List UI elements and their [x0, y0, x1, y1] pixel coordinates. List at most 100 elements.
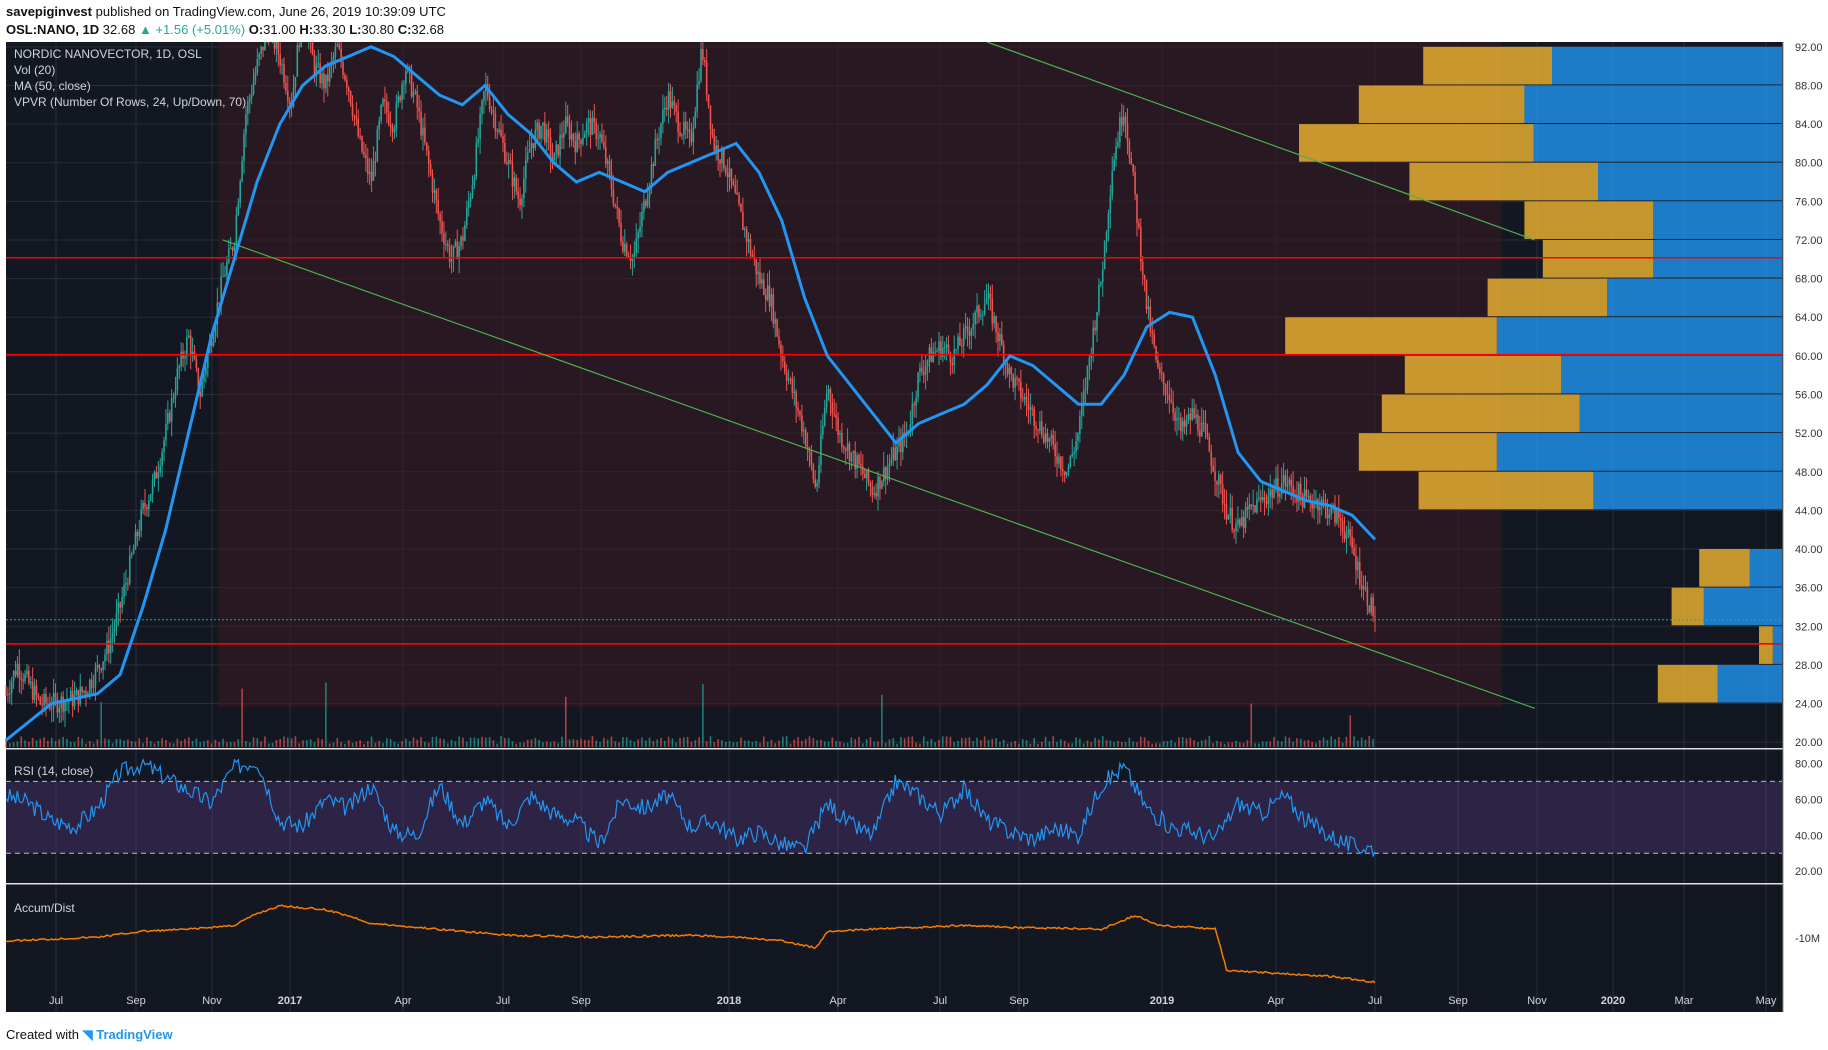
candle-body [721, 148, 723, 164]
candle-body [241, 160, 243, 182]
volume-bar [1132, 741, 1134, 747]
candle-body [989, 293, 992, 299]
author-name[interactable]: savepiginvest [6, 4, 92, 19]
candle-body [410, 70, 413, 97]
time-axis[interactable]: Jul Sep Nov 2017 Apr Jul Sep 2018 Apr Jul Sep 2019 A… [0, 995, 1828, 1017]
candle-body [1218, 474, 1220, 485]
volume-bar [1166, 741, 1169, 747]
candle-body [372, 161, 375, 181]
volume-bar [1029, 743, 1032, 747]
volume-bar [911, 736, 914, 747]
candle-body [1263, 497, 1266, 502]
volume-bar [1185, 738, 1188, 747]
volume-bar [431, 736, 434, 747]
candle-body [39, 697, 42, 705]
volume-bar [309, 739, 312, 747]
candle-body [338, 44, 341, 49]
volume-bar [24, 740, 26, 747]
candle-body [698, 81, 700, 85]
candle-body [264, 42, 266, 51]
indicator-volume[interactable]: Vol (20) [14, 63, 55, 77]
candle-body [648, 185, 651, 197]
candle-body [787, 378, 790, 381]
candle-body [1368, 606, 1371, 613]
volume-bar [1143, 737, 1146, 747]
volume-bar [820, 739, 822, 747]
candle-body [909, 423, 912, 432]
candle-body [1254, 505, 1256, 513]
candle-body [818, 465, 820, 484]
candle-body [136, 532, 139, 537]
volume-bar [146, 737, 148, 747]
volume-bar [515, 743, 518, 747]
volume-bar [81, 738, 83, 747]
candle-body [439, 213, 441, 222]
candle-body [174, 390, 177, 399]
candle-body [683, 121, 685, 135]
candle-body [865, 469, 868, 479]
rsi-title[interactable]: RSI (14, close) [14, 764, 93, 778]
footer: Created with ◥ TradingView [6, 1027, 173, 1043]
candle-body [90, 679, 93, 688]
volume-bar [656, 739, 658, 747]
candle-body [1229, 507, 1232, 516]
candle-body [325, 74, 327, 89]
accum-title[interactable]: Accum/Dist [14, 901, 75, 915]
candle-body [945, 344, 948, 347]
candle-body [161, 451, 163, 467]
candle-body [1341, 520, 1344, 532]
candle-body [1060, 456, 1062, 470]
candle-body [968, 332, 971, 336]
candle-body [1278, 494, 1281, 497]
volume-bar [778, 740, 780, 747]
volume-bar [675, 742, 678, 747]
tradingview-brand[interactable]: TradingView [96, 1027, 173, 1042]
indicator-vpvr[interactable]: VPVR (Number Of Rows, 24, Up/Down, 70) [14, 95, 246, 109]
candle-body [913, 403, 916, 406]
candle-body [738, 194, 740, 205]
chart-canvas[interactable]: 70.1660.1230.1832.68 92.0088.0084.0080.0… [0, 42, 1828, 1017]
candle-body [1018, 378, 1020, 382]
volume-bar [207, 740, 209, 747]
candle-body [214, 324, 217, 336]
time-tick-label: 2020 [1601, 995, 1625, 1007]
candle-body [863, 474, 866, 479]
candle-body [850, 452, 853, 462]
volume-bar [770, 739, 773, 747]
price-axis[interactable]: 92.00 88.00 84.00 80.00 76.00 72.00 68.00 64.00… [1782, 42, 1828, 1012]
candle-body [187, 335, 190, 337]
candle-body [1103, 241, 1106, 270]
vpvr-up-bar [1607, 278, 1782, 317]
vpvr-up-bar [1496, 317, 1782, 355]
candle-body [856, 455, 858, 469]
candle-body [222, 276, 224, 278]
volume-bar [1018, 743, 1020, 747]
vpvr-down-bar [1404, 355, 1562, 394]
candle-body [743, 228, 746, 231]
candle-body [1159, 367, 1161, 374]
candle-body [1098, 284, 1100, 312]
candle-body [635, 238, 638, 253]
candle-body [667, 91, 670, 110]
volume-bar [187, 737, 190, 747]
volume-bar [260, 741, 262, 747]
candle-body [220, 276, 222, 304]
candle-body [1269, 489, 1272, 496]
change-value: +1.56 (+5.01%) [155, 22, 246, 37]
candle-body [723, 148, 725, 168]
price-tick-label: 84.00 [1795, 119, 1823, 131]
candle-body [1143, 275, 1146, 280]
candle-body [694, 111, 697, 128]
volume-bar [127, 739, 129, 747]
volume-bar [1056, 741, 1058, 747]
candle-body [363, 151, 365, 156]
tradingview-logo-icon[interactable]: ◥ [82, 1027, 93, 1042]
volume-bar [275, 739, 278, 747]
candle-body [1362, 586, 1365, 590]
candle-body [1094, 327, 1096, 331]
candle-body [1050, 434, 1053, 439]
price-tick-label: 92.00 [1795, 42, 1823, 54]
indicator-ma[interactable]: MA (50, close) [14, 79, 91, 93]
candle-body [1122, 116, 1125, 126]
candle-body [616, 206, 618, 209]
